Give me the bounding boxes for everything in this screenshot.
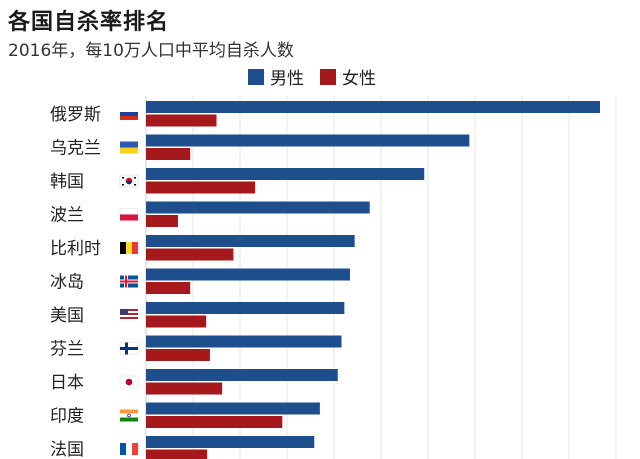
bar-female [146, 181, 256, 194]
category-label: 冰岛 [50, 273, 84, 293]
bar-female [146, 449, 208, 459]
finland-flag-icon [119, 342, 139, 355]
poland-flag-icon [119, 208, 139, 221]
bar-male [146, 402, 320, 415]
bar-male [146, 134, 470, 147]
bar-female [146, 349, 210, 361]
legend-swatch-male [248, 68, 264, 85]
legend-swatch-female [320, 68, 336, 85]
category-label: 乌克兰 [50, 139, 101, 159]
category-label: 比利时 [50, 239, 101, 259]
category-label: 日本 [50, 373, 84, 393]
bar-female [146, 215, 178, 227]
bar-female [146, 148, 191, 160]
legend-item-female: 女性 [320, 64, 376, 89]
bar-female [146, 315, 207, 328]
bar-male [146, 436, 315, 448]
ukraine-flag-icon [120, 141, 138, 154]
category-label: 美国 [50, 306, 84, 326]
bar-male [146, 235, 355, 247]
bar-male [146, 302, 345, 314]
bar-female [146, 282, 191, 294]
india-flag-icon [120, 409, 138, 422]
legend-label-female: 女性 [342, 69, 376, 89]
category-label: 印度 [50, 407, 84, 427]
iceland-flag-icon [120, 275, 138, 288]
category-label: 波兰 [50, 206, 84, 226]
russia-flag-icon [120, 108, 138, 120]
legend: 男性 女性 [248, 64, 392, 89]
belgium-flag-icon [120, 242, 138, 254]
bar-female [146, 382, 223, 395]
bar-female [146, 248, 234, 261]
korea-flag-icon [119, 174, 139, 188]
chart-subtitle: 2016年，每10万人口中平均自杀人数 [8, 41, 294, 61]
category-label: 韩国 [50, 172, 84, 192]
category-label: 俄罗斯 [50, 105, 101, 125]
category-label: 法国 [50, 440, 84, 459]
legend-item-male: 男性 [248, 64, 304, 89]
usa-flag-icon [120, 309, 138, 321]
bar-male [146, 369, 338, 381]
japan-flag-icon [119, 375, 139, 389]
chart-title: 各国自杀率排名 [8, 10, 170, 35]
bar-male [146, 168, 425, 180]
legend-label-male: 男性 [270, 69, 304, 89]
category-label: 芬兰 [50, 340, 84, 360]
bar-female [146, 114, 217, 127]
bar-female [146, 416, 283, 428]
bar-male [146, 335, 342, 348]
bar-male [146, 268, 350, 281]
france-flag-icon [120, 443, 138, 455]
bar-male [146, 201, 370, 214]
bar-male [146, 101, 600, 113]
